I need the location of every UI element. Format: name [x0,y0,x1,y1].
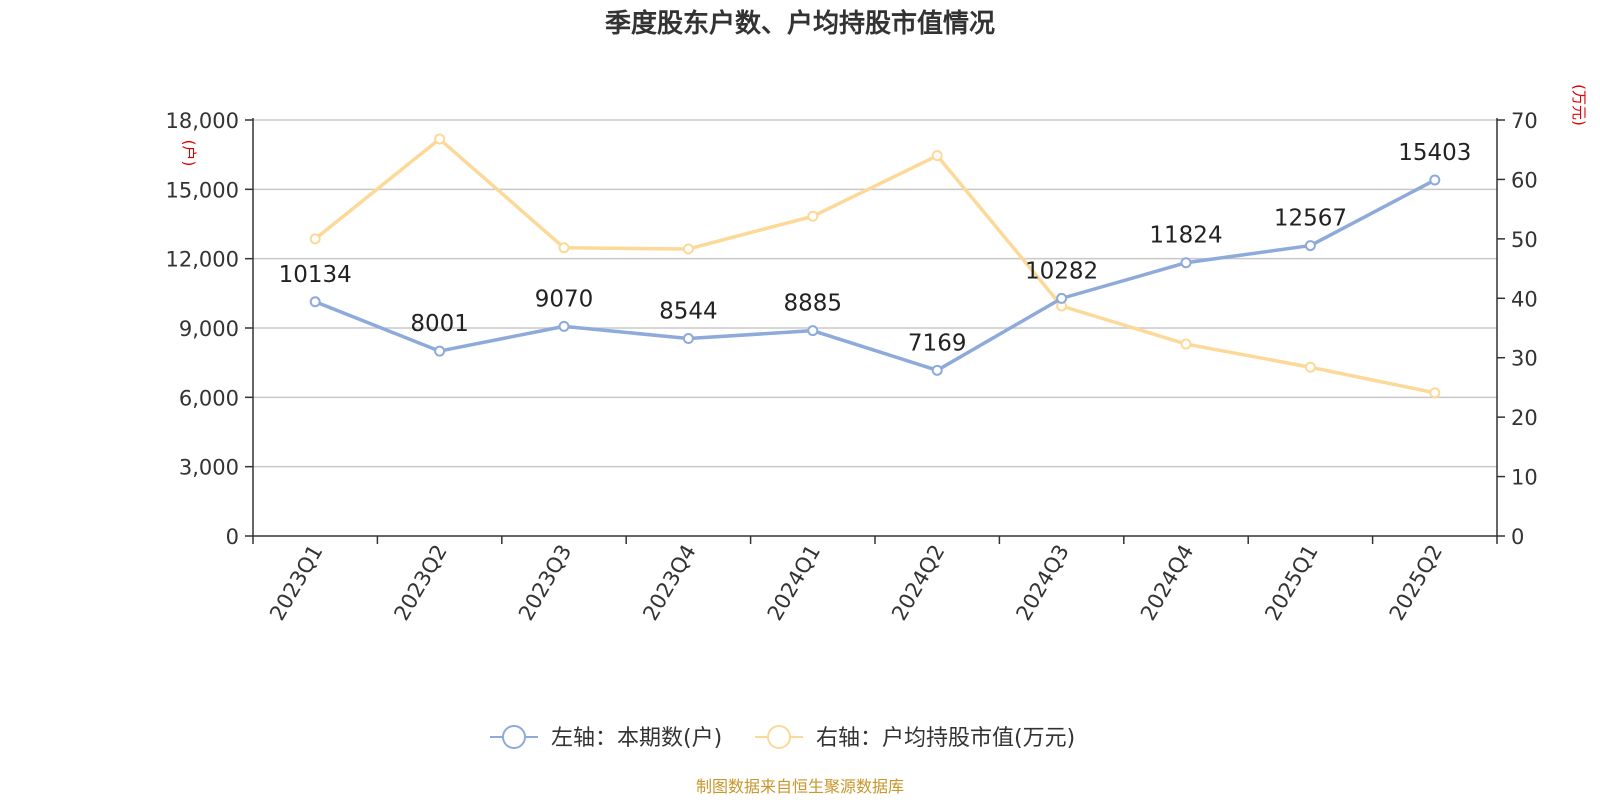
data-point-right [1429,387,1441,399]
data-source-note: 制图数据来自恒生聚源数据库 [696,777,904,796]
data-point-right [931,150,943,162]
right-tick-label: 70 [1511,109,1538,133]
left-tick-label: 3,000 [179,456,239,480]
x-tick-label: 2023Q4 [638,541,700,625]
axes: 0 3,000 6,000 9,000 12,000 15,000 18,000 0 10 20 3… [166,109,1538,625]
left-axis-unit: (户) [180,140,198,167]
data-point-left [1304,240,1316,252]
data-label: 8885 [784,291,843,317]
data-point-right [807,210,819,222]
data-point-left [1180,257,1192,269]
right-tick-label: 10 [1511,466,1538,490]
legend-marker-right [767,725,791,749]
data-point-left [682,333,694,345]
legend-item-left[interactable]: 左轴：本期数(户) [490,725,722,751]
left-tick-label: 15,000 [166,178,239,202]
data-label: 11824 [1149,223,1222,249]
data-label: 10134 [279,262,352,288]
right-tick-label: 60 [1511,168,1538,192]
data-label: 15403 [1398,140,1471,166]
legend: 左轴：本期数(户) 右轴：户均持股市值(万元) [490,725,1075,751]
x-tick-label: 2023Q3 [514,541,576,625]
chart-title: 季度股东户数、户均持股市值情况 [605,8,995,39]
right-tick-label: 0 [1511,525,1524,549]
data-point-right [1180,338,1192,350]
x-tick-label: 2025Q1 [1260,541,1322,625]
data-point-left [931,364,943,376]
grid-lines [253,119,1497,468]
right-tick-label: 30 [1511,347,1538,371]
data-point-left [558,320,570,332]
data-label: 12567 [1274,206,1347,232]
legend-item-right[interactable]: 右轴：户均持股市值(万元) [755,725,1075,751]
legend-marker-left [502,725,526,749]
x-tick-label: 2024Q2 [887,541,949,625]
series-line-left [314,178,1436,373]
x-tick-label: 2025Q2 [1385,541,1447,625]
right-tick-label: 20 [1511,406,1538,430]
x-tick-label: 2024Q3 [1011,541,1073,625]
data-point-left [1429,174,1441,186]
data-point-right [434,133,446,145]
data-point-left [1056,292,1068,304]
x-tick-label: 2023Q1 [265,541,327,625]
data-label: 8001 [410,311,469,337]
legend-label-right: 右轴：户均持股市值(万元) [816,726,1075,751]
left-tick-label: 12,000 [166,248,239,272]
x-tick-label: 2024Q4 [1136,541,1198,625]
series-layer: 10134 8001 9070 8544 8885 7169 10282 11824 12567… [279,133,1471,399]
data-point-left [309,296,321,308]
data-label: 7169 [908,330,967,356]
series-line-right [314,137,1436,395]
data-point-left [807,325,819,337]
left-tick-label: 9,000 [179,317,239,341]
left-tick-label: 18,000 [166,109,239,133]
data-point-right [309,233,321,245]
left-tick-label: 6,000 [179,386,239,410]
x-tick-label: 2024Q1 [763,541,825,625]
data-label: 10282 [1025,258,1098,284]
x-tick-label: 2023Q2 [389,541,451,625]
left-tick-label: 0 [226,525,239,549]
data-point-left [434,345,446,357]
right-tick-label: 40 [1511,287,1538,311]
right-tick-label: 50 [1511,228,1538,252]
data-point-right [682,243,694,255]
data-label: 9070 [535,286,594,312]
legend-label-left: 左轴：本期数(户) [551,726,722,751]
data-label: 8544 [659,299,718,325]
data-point-right [1304,361,1316,373]
right-axis-unit: (万元) [1570,84,1588,126]
data-point-right [558,242,570,254]
